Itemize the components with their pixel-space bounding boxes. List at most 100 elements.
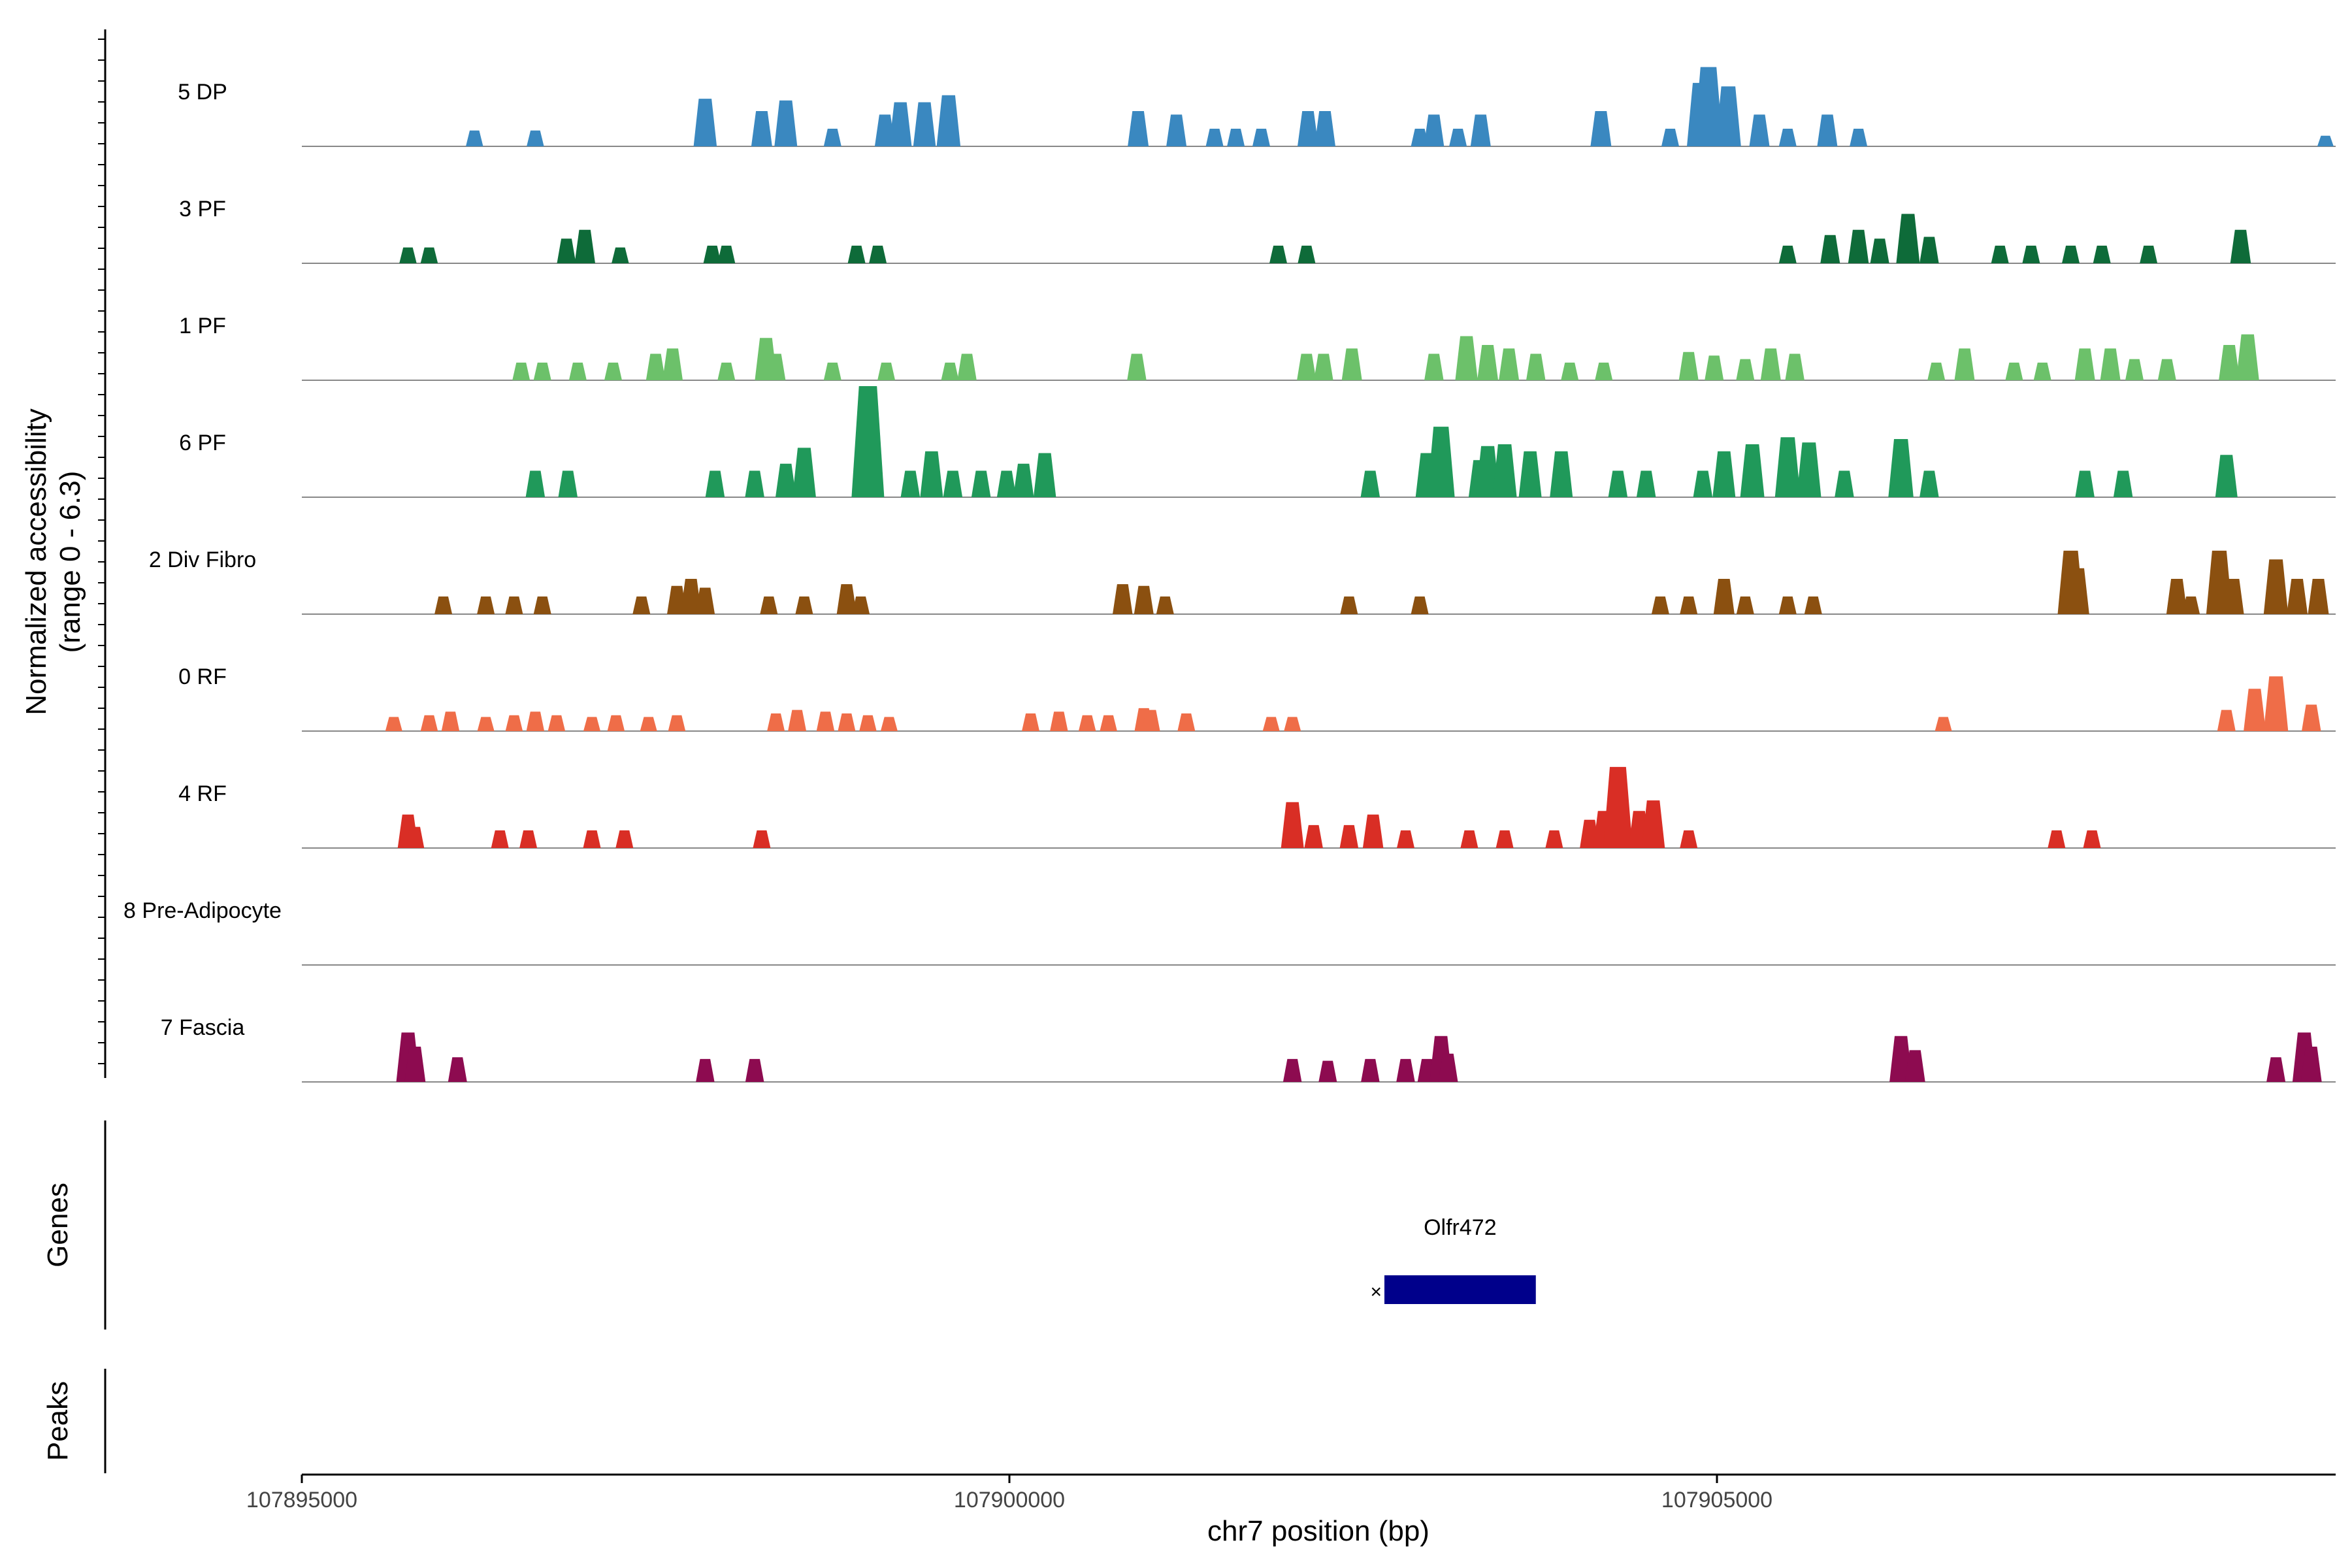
track-1-pf: 1 PF	[179, 314, 2336, 381]
coverage-peak	[1298, 111, 1318, 146]
coverage-peak	[877, 363, 896, 380]
coverage-peak	[1340, 596, 1358, 614]
coverage-peak	[1518, 451, 1542, 497]
coverage-peak	[1680, 596, 1698, 614]
coverage-peak	[2074, 348, 2095, 380]
coverage-peak	[477, 596, 495, 614]
coverage-peak	[1424, 353, 1444, 380]
coverage-peak	[1715, 86, 1741, 146]
coverage-peak	[1022, 713, 1039, 731]
coverage-peak	[957, 353, 977, 380]
coverage-peak	[693, 99, 717, 146]
coverage-peak	[1477, 345, 1499, 380]
coverage-peak	[2302, 704, 2321, 731]
x-axis-title: chr7 position (bp)	[1207, 1515, 1429, 1547]
coverage-peak	[847, 246, 866, 263]
coverage-peak	[941, 363, 959, 380]
coverage-peak	[1262, 717, 1280, 731]
track-label: 4 RF	[178, 781, 227, 806]
coverage-peak	[2125, 359, 2144, 380]
coverage-peak	[1475, 446, 1500, 497]
coverage-peak	[1252, 129, 1270, 146]
coverage-peak	[1927, 363, 1946, 380]
coverage-peak	[1991, 246, 2009, 263]
track-label: 2 Div Fibro	[149, 547, 256, 572]
coverage-peak	[1870, 238, 1889, 263]
coverage-peak	[612, 247, 629, 263]
coverage-peak	[1315, 111, 1335, 146]
coverage-peak	[913, 102, 936, 146]
coverage-peak	[1304, 825, 1323, 848]
coverage-y-axis-ticks	[98, 39, 105, 1064]
coverage-peak	[1740, 444, 1765, 497]
coverage-peak	[1736, 596, 1754, 614]
coverage-peak	[1561, 363, 1579, 380]
coverage-peak	[1778, 596, 1797, 614]
coverage-peak	[1820, 235, 1840, 263]
coverage-peak	[1470, 114, 1491, 146]
coverage-peak	[525, 470, 546, 497]
coverage-peak	[880, 717, 898, 731]
coverage-peak	[505, 596, 523, 614]
coverage-peak	[2140, 246, 2158, 263]
coverage-peak	[1954, 348, 1975, 380]
coverage-peak	[2157, 359, 2176, 380]
coverage-peak	[434, 596, 453, 614]
track-6-pf: 6 PF	[179, 386, 2336, 498]
coverage-peak	[1804, 596, 1822, 614]
coverage-peak	[583, 830, 601, 848]
track-7-fascia: 7 Fascia	[161, 1015, 2336, 1083]
track-3-pf: 3 PF	[179, 197, 2336, 264]
coverage-peak	[2263, 559, 2289, 614]
coverage-peak	[836, 584, 857, 614]
coverage-peak	[2100, 348, 2121, 380]
coverage-peak	[816, 711, 835, 731]
coverage-peak	[1013, 463, 1034, 497]
coverage-peak	[404, 1047, 426, 1082]
coverage-peak	[526, 711, 545, 731]
coverage-peak	[607, 715, 625, 731]
coverage-peak	[1888, 439, 1914, 497]
coverage-peak	[869, 246, 887, 263]
coverage-peak	[533, 596, 551, 614]
coverage-peak	[753, 830, 771, 848]
coverage-peak	[1590, 111, 1612, 146]
coverage-peak	[1651, 596, 1669, 614]
coverage-peak	[533, 363, 551, 380]
coverage-peak	[1284, 717, 1301, 731]
coverage-peak	[1896, 214, 1920, 263]
coverage-peak	[1526, 353, 1546, 380]
coverage-peak	[900, 470, 921, 497]
coverage-peak	[1641, 800, 1665, 848]
coverage-peak	[2217, 710, 2236, 731]
coverage-peak	[1712, 451, 1736, 497]
coverage-peak	[1778, 129, 1797, 146]
coverage-peak	[792, 448, 816, 497]
coverage-peak	[385, 717, 402, 731]
gene-strand-marker: ×	[1370, 1281, 1382, 1303]
coverage-peak	[1636, 470, 1656, 497]
coverage-peak	[767, 713, 785, 731]
coverage-peak	[2022, 246, 2040, 263]
coverage-peak	[1360, 470, 1380, 497]
coverage-peak	[1205, 129, 1224, 146]
coverage-peak	[2219, 345, 2240, 380]
coverage-peak	[1785, 353, 1805, 380]
coverage-peak	[505, 715, 523, 731]
coverage-peak	[1298, 246, 1316, 263]
coverage-peak	[1595, 363, 1613, 380]
coverage-peak	[2215, 455, 2238, 497]
coverage-peak	[1713, 579, 1735, 614]
coverage-peak	[1705, 355, 1724, 380]
coverage-peak	[996, 470, 1017, 497]
coverage-peak	[615, 830, 634, 848]
coverage-peak	[2300, 1047, 2322, 1082]
coverage-peak	[2113, 470, 2133, 497]
x-axis-tick-label: 107895000	[246, 1488, 357, 1512]
track-2-div-fibro: 2 Div Fibro	[149, 547, 2336, 615]
coverage-peak	[745, 470, 764, 497]
coverage-peak	[1318, 1060, 1337, 1082]
coverage-peak	[2166, 579, 2187, 614]
coverage-peak	[632, 596, 651, 614]
coverage-peak	[1460, 830, 1478, 848]
